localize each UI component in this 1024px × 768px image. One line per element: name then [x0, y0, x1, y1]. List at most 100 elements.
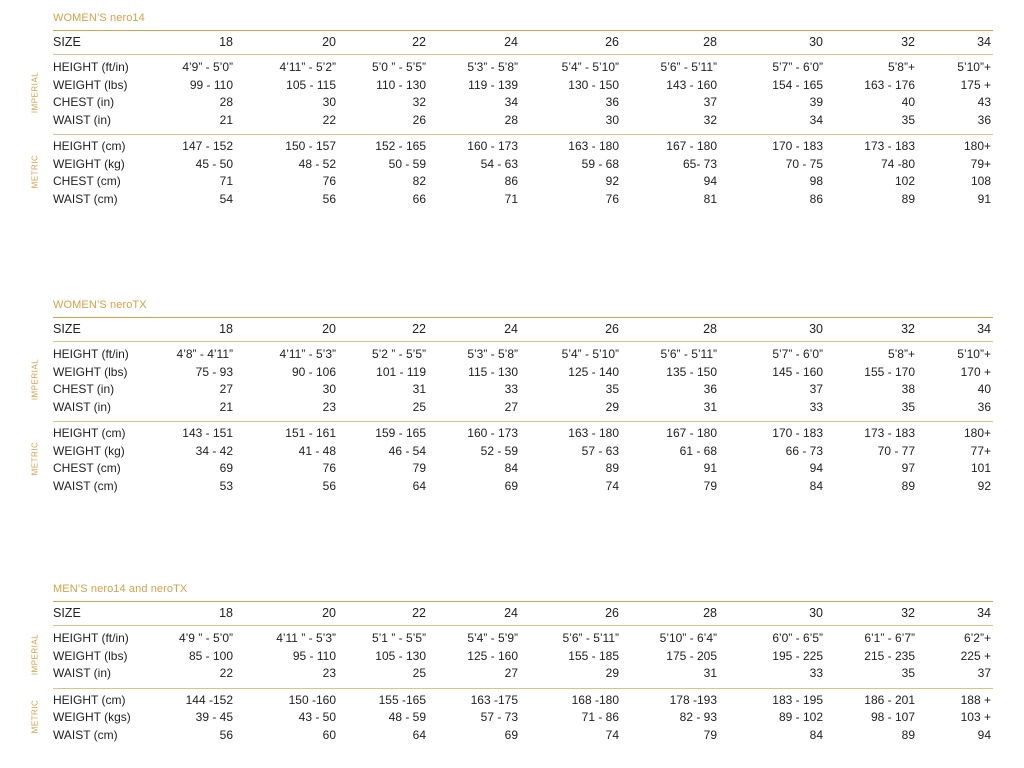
table-cell: 79 — [412, 461, 426, 475]
table-cell: 79 — [703, 727, 717, 742]
metric-row: WEIGHT (kgs) 39 - 45 43 - 50 48 - 59 57 - 73… — [53, 709, 993, 726]
table-cell: 94 — [977, 727, 991, 742]
size-header-row: SIZE 18 20 22 24 26 28 30 32 34 — [53, 34, 993, 51]
size-column-header: 18 — [219, 35, 233, 49]
table-cell: 119 - 139 — [468, 77, 518, 92]
table-cell: 37 — [977, 666, 991, 680]
imperial-row: WEIGHT (lbs) 85 - 100 95 - 110 105 - 130 125… — [53, 648, 993, 665]
table-cell: 5’10” - 6’4” — [659, 631, 717, 645]
table-cell: 5’6” - 5’11” — [660, 60, 717, 74]
table-cell: 84 — [504, 461, 518, 475]
size-column-header: 24 — [504, 322, 518, 336]
table-cell: 81 — [703, 191, 717, 206]
table-cell: 27 — [504, 399, 518, 414]
table-cell: 28 — [504, 112, 518, 127]
size-column-header: 30 — [809, 322, 823, 336]
metric-row: WAIST (cm) 53 56 64 69 74 79 84 89 92 — [53, 478, 993, 495]
table-cell: 91 — [977, 191, 991, 206]
table-cell: 31 — [412, 382, 426, 396]
divider — [53, 134, 993, 135]
imperial-vertical-label: IMPERIAL — [30, 634, 40, 676]
row-label: HEIGHT (ft/in) — [53, 347, 129, 361]
table-cell: 145 - 160 — [772, 364, 823, 379]
table-cell: 152 - 165 — [375, 139, 426, 153]
table-cell: 163 -175 — [470, 692, 518, 707]
size-column-header: 32 — [901, 322, 915, 336]
table-cell: 39 — [809, 95, 823, 109]
table-cell: 155 -165 — [378, 692, 426, 707]
table-cell: 5’8”+ — [887, 347, 915, 361]
table-cell: 66 - 73 — [785, 443, 823, 458]
size-column-header: 26 — [605, 35, 619, 49]
table-cell: 21 — [219, 399, 233, 414]
table-cell: 163 - 180 — [568, 426, 619, 440]
row-label: WEIGHT (kgs) — [53, 710, 131, 724]
table-cell: 79 — [703, 478, 717, 493]
table-cell: 76 — [322, 174, 336, 188]
table-cell: 159 - 165 — [375, 426, 426, 440]
table-cell: 173 - 183 — [864, 426, 915, 440]
table-cell: 48 - 52 — [298, 156, 336, 171]
table-cell: 5’4” - 5’10” — [561, 60, 619, 74]
table-cell: 35 — [605, 382, 619, 396]
row-label: WEIGHT (kg) — [53, 156, 125, 171]
table-cell: 85 - 100 — [188, 648, 233, 663]
table-cell: 163 - 176 — [864, 77, 915, 92]
table-cell: 94 — [809, 461, 823, 475]
table-cell: 32 — [703, 112, 717, 127]
metric-row: WAIST (cm) 54 56 66 71 76 81 86 89 91 — [53, 191, 993, 208]
size-column-header: 28 — [703, 322, 717, 336]
table-cell: 98 — [809, 174, 823, 188]
table-cell: 5’3” - 5’8” — [467, 60, 518, 74]
table-cell: 160 - 173 — [467, 426, 518, 440]
table-cell: 69 — [504, 478, 518, 493]
table-cell: 66 — [412, 191, 426, 206]
row-label: WAIST (in) — [53, 666, 112, 680]
table-cell: 54 — [219, 191, 233, 206]
row-label: WEIGHT (kg) — [53, 443, 125, 458]
metric-row: WAIST (cm) 56 60 64 69 74 79 84 89 94 — [53, 727, 993, 744]
table-cell: 5’1 ” - 5’5” — [371, 631, 426, 645]
table-cell: 48 - 59 — [388, 710, 426, 724]
table-cell: 36 — [977, 112, 991, 127]
table-cell: 53 — [219, 478, 233, 493]
size-table-section: WOMEN’S nero14 SIZE 18 20 22 24 26 28 30 32 34 HEIG… — [31, 12, 993, 206]
table-cell: 64 — [412, 727, 426, 742]
divider — [53, 341, 993, 342]
table-cell: 6’1” - 6’7” — [864, 631, 915, 645]
size-column-header: 26 — [605, 606, 619, 620]
table-cell: 56 — [322, 191, 336, 206]
table-cell: 41 - 48 — [298, 443, 336, 458]
table-cell: 60 — [322, 727, 336, 742]
size-column-header: 26 — [605, 322, 619, 336]
table-cell: 151 - 161 — [285, 426, 336, 440]
table-cell: 33 — [809, 399, 823, 414]
section-title: WOMEN’S neroTX — [53, 299, 147, 311]
table-cell: 170 - 183 — [772, 139, 823, 153]
table-cell: 143 - 151 — [182, 426, 233, 440]
table-cell: 92 — [977, 478, 991, 493]
table-cell: 43 — [977, 95, 991, 109]
row-label: WAIST (cm) — [53, 727, 118, 742]
imperial-row: HEIGHT (ft/in) 4’9” - 5’0” 4’11” - 5’2” 5’0… — [53, 59, 993, 76]
size-column-header: 18 — [219, 606, 233, 620]
imperial-row: CHEST (in) 27 30 31 33 35 36 37 38 40 — [53, 381, 993, 398]
table-cell: 195 - 225 — [772, 648, 823, 663]
table-cell: 215 - 235 — [864, 648, 915, 663]
size-table-section: MEN’S nero14 and neroTX SIZE 18 20 22 24 26 28 3… — [31, 583, 993, 744]
table-cell: 86 — [809, 191, 823, 206]
table-cell: 57 - 63 — [581, 443, 619, 458]
table-cell: 75 - 93 — [195, 364, 233, 379]
table-cell: 125 - 140 — [568, 364, 619, 379]
table-cell: 91 — [703, 461, 717, 475]
size-column-header: 24 — [504, 35, 518, 49]
size-column-header: 28 — [703, 606, 717, 620]
divider — [53, 421, 993, 422]
table-cell: 4’11” - 5’3” — [279, 347, 336, 361]
divider — [53, 625, 993, 626]
table-cell: 71 - 86 — [581, 710, 619, 724]
imperial-row: WAIST (in) 22 23 25 27 29 31 33 35 37 — [53, 665, 993, 682]
table-cell: 5’6” - 5’11” — [562, 631, 619, 645]
size-column-header: 34 — [977, 606, 991, 620]
row-label: CHEST (in) — [53, 382, 115, 396]
